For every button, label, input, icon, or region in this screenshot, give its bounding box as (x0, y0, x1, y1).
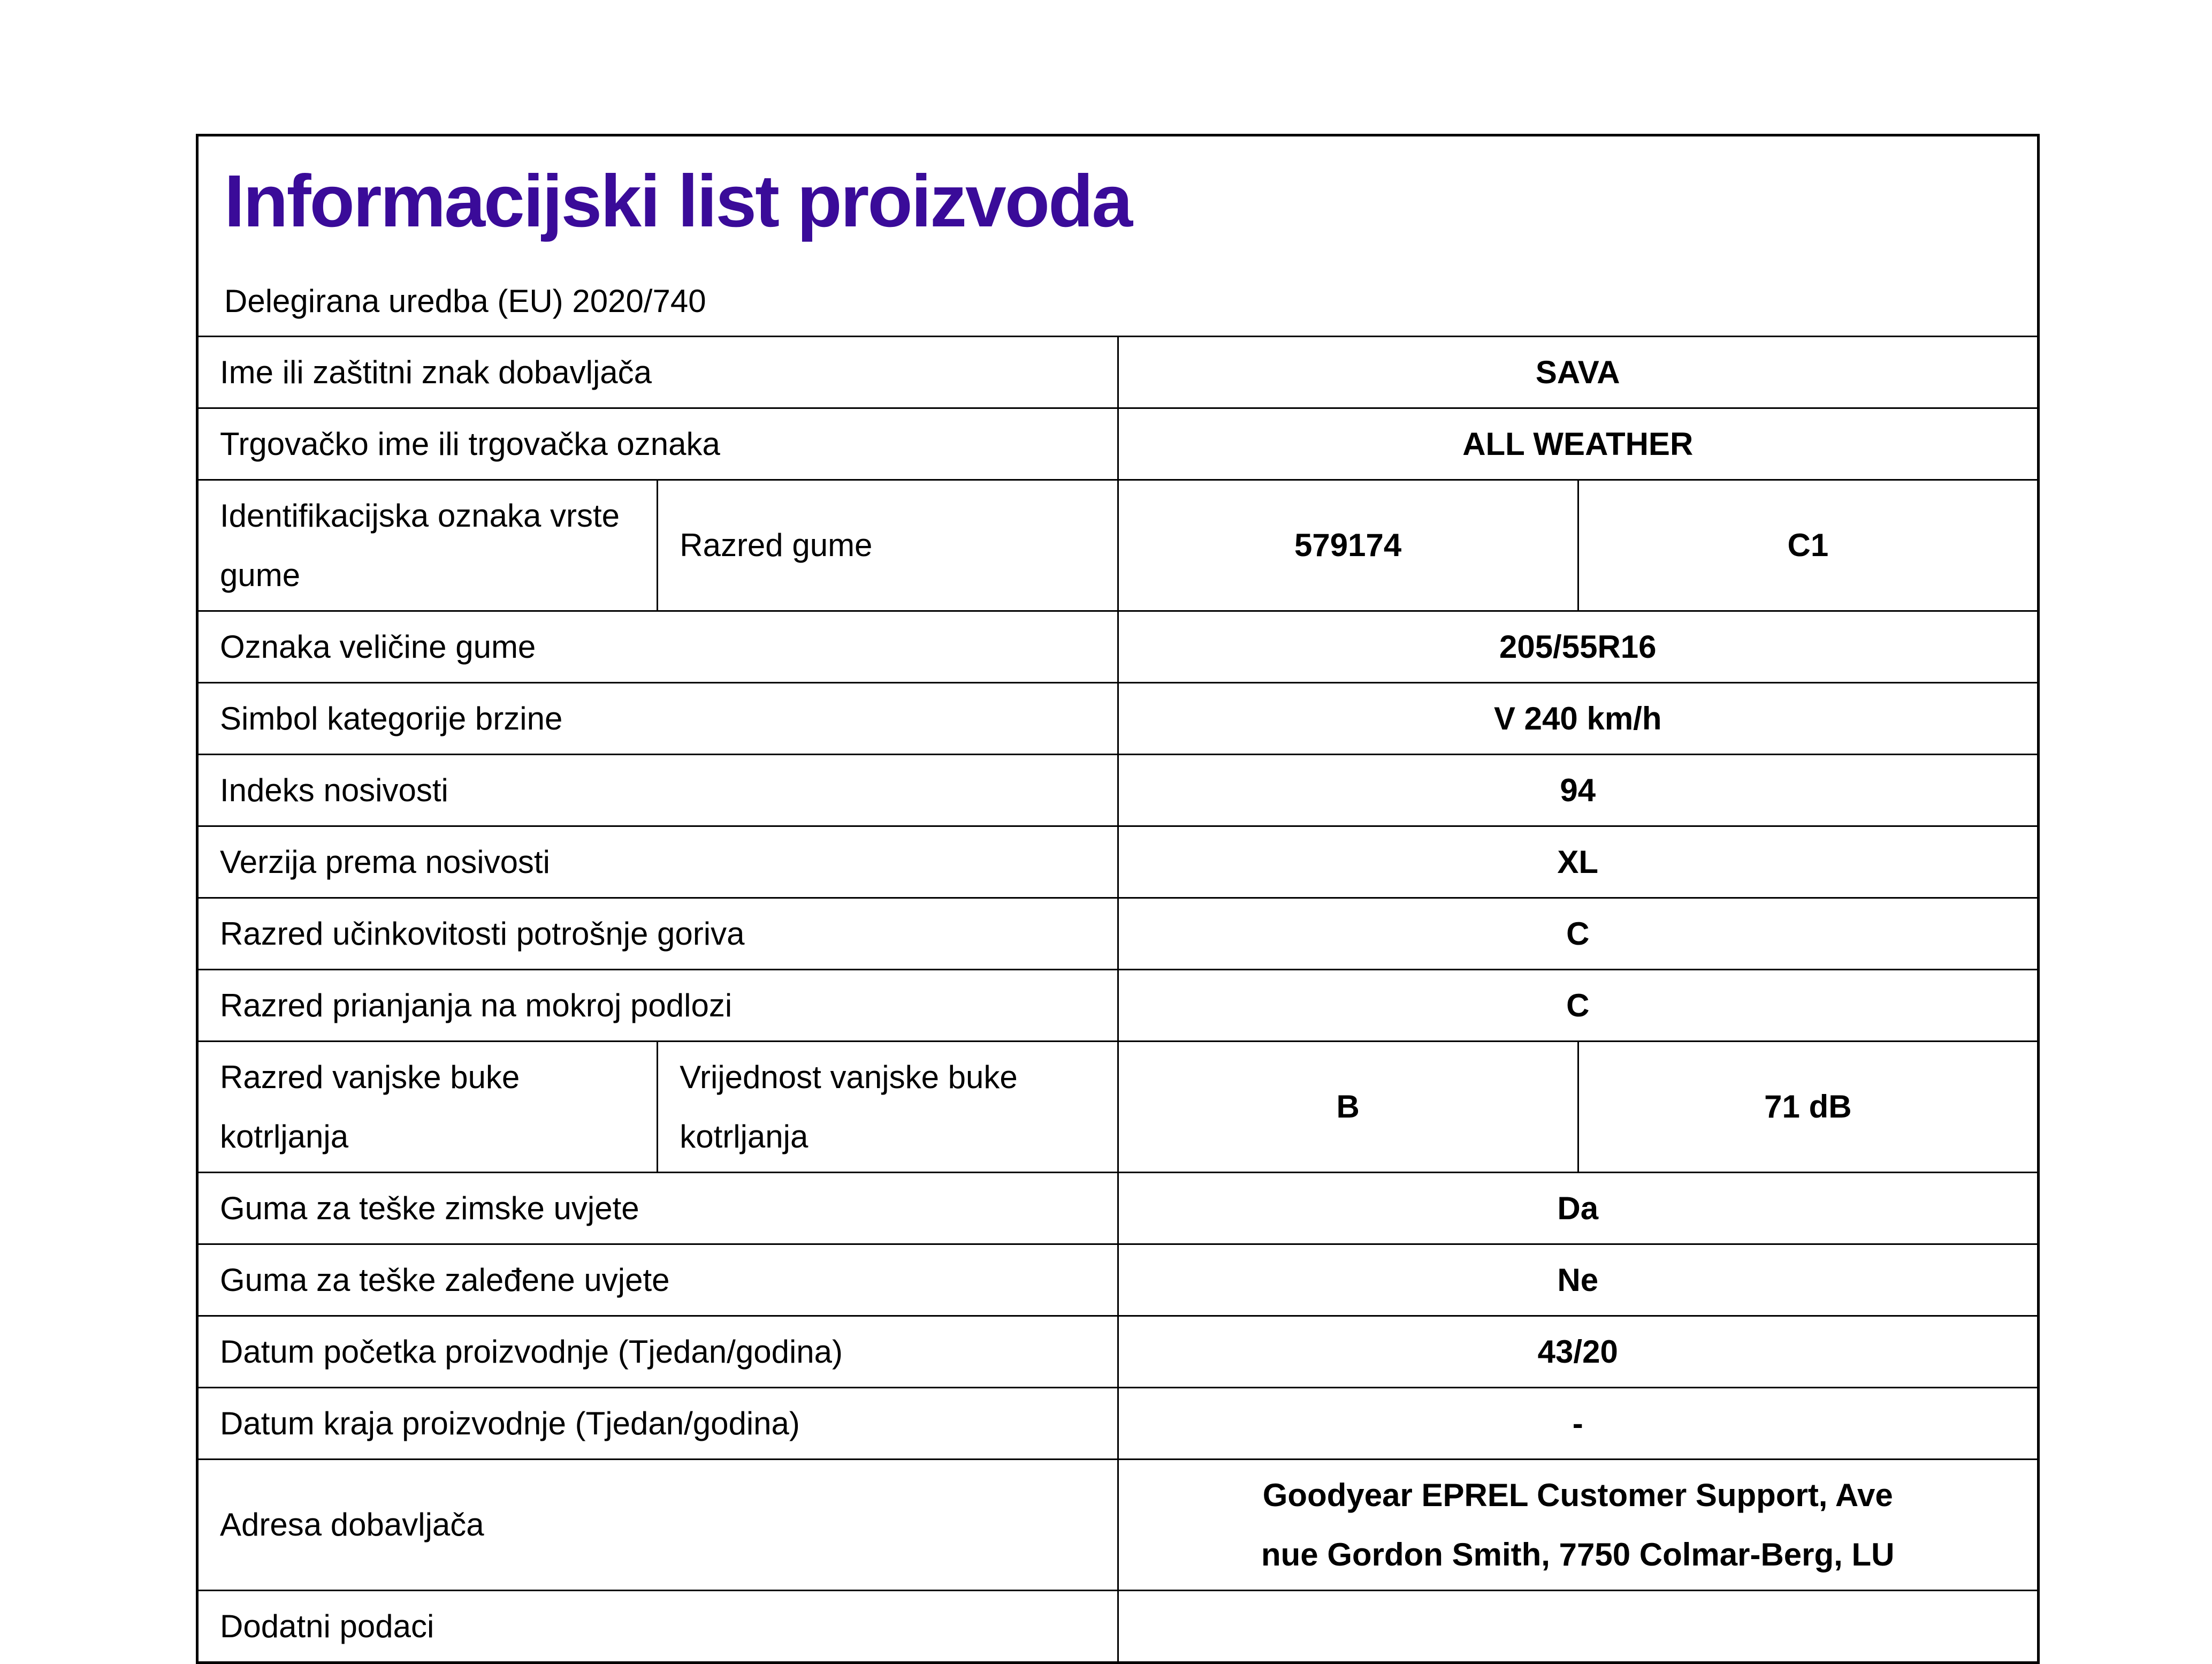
table-row: Datum početka proizvodnje (Tjedan/godina… (196, 1315, 2039, 1388)
table-row: Simbol kategorije brzine V 240 km/h (196, 681, 2039, 755)
row-value: Goodyear EPREL Customer Support, Ave nue… (1117, 1458, 2039, 1591)
row-label: Trgovačko ime ili trgovačka oznaka (196, 407, 1119, 481)
row-value: 579174 (1117, 478, 1579, 612)
regulation-subtitle: Delegirana uredba (EU) 2020/740 (224, 283, 706, 319)
row-label: Datum kraja proizvodnje (Tjedan/godina) (196, 1386, 1119, 1460)
table-row: Guma za teške zimske uvjete Da (196, 1171, 2039, 1245)
row-value-2: C1 (1577, 478, 2040, 612)
row-label: Razred učinkovitosti potrošnje goriva (196, 896, 1119, 970)
table-row: Oznaka veličine gume 205/55R16 (196, 610, 2039, 683)
header-row: Informacijski list proizvoda Delegirana … (196, 134, 2039, 337)
row-sublabel: Vrijednost vanjske buke kotrljanja (657, 1040, 1119, 1173)
row-label: Razred vanjske buke kotrljanja (196, 1040, 659, 1173)
row-label: Verzija prema nosivosti (196, 825, 1119, 899)
row-value: XL (1117, 825, 2039, 899)
row-value: - (1117, 1386, 2039, 1460)
table-row: Razred vanjske buke kotrljanja Vrijednos… (196, 1040, 2040, 1173)
address-line-1: Goodyear EPREL Customer Support, Ave (1262, 1477, 1893, 1513)
row-value: SAVA (1117, 335, 2039, 409)
row-value: 43/20 (1117, 1315, 2039, 1388)
row-value: 205/55R16 (1117, 610, 2039, 683)
table-row: Razred učinkovitosti potrošnje goriva C (196, 896, 2039, 970)
row-value: C (1117, 968, 2039, 1042)
product-info-table: Informacijski list proizvoda Delegirana … (196, 134, 2040, 1664)
table-row: Guma za teške zaleđene uvjete Ne (196, 1243, 2039, 1317)
row-label: Oznaka veličine gume (196, 610, 1119, 683)
row-label: Guma za teške zimske uvjete (196, 1171, 1119, 1245)
row-value: C (1117, 896, 2039, 970)
row-sublabel: Razred gume (657, 478, 1119, 612)
row-label: Razred prianjanja na mokroj podlozi (196, 968, 1119, 1042)
table-row: Ime ili zaštitni znak dobavljača SAVA (196, 335, 2039, 409)
table-row: Adresa dobavljača Goodyear EPREL Custome… (196, 1458, 2039, 1591)
row-label: Dodatni podaci (196, 1589, 1119, 1663)
address-line-2: nue Gordon Smith, 7750 Colmar-Berg, LU (1261, 1536, 1895, 1572)
row-value (1117, 1589, 2039, 1663)
row-value: ALL WEATHER (1117, 407, 2039, 481)
row-label: Adresa dobavljača (196, 1458, 1119, 1591)
table-row: Trgovačko ime ili trgovačka oznaka ALL W… (196, 407, 2039, 481)
table-row: Identifikacijska oznaka vrste gume Razre… (196, 478, 2040, 612)
row-value: B (1117, 1040, 1579, 1173)
header-cell: Informacijski list proizvoda Delegirana … (196, 134, 2039, 337)
row-value: 94 (1117, 753, 2039, 827)
table-row: Razred prianjanja na mokroj podlozi C (196, 968, 2039, 1042)
table-row: Verzija prema nosivosti XL (196, 825, 2039, 899)
row-label: Indeks nosivosti (196, 753, 1119, 827)
row-label: Datum početka proizvodnje (Tjedan/godina… (196, 1315, 1119, 1388)
row-value: Ne (1117, 1243, 2039, 1317)
product-information-sheet: Informacijski list proizvoda Delegirana … (196, 134, 2040, 1664)
row-label: Ime ili zaštitni znak dobavljača (196, 335, 1119, 409)
row-label: Identifikacijska oznaka vrste gume (196, 478, 659, 612)
row-value-2: 71 dB (1577, 1040, 2040, 1173)
table-row: Indeks nosivosti 94 (196, 753, 2039, 827)
table-row: Datum kraja proizvodnje (Tjedan/godina) … (196, 1386, 2039, 1460)
row-label: Guma za teške zaleđene uvjete (196, 1243, 1119, 1317)
table-row: Dodatni podaci (196, 1589, 2039, 1663)
row-value: Da (1117, 1171, 2039, 1245)
row-label: Simbol kategorije brzine (196, 681, 1119, 755)
page-title: Informacijski list proizvoda (224, 160, 1133, 242)
row-value: V 240 km/h (1117, 681, 2039, 755)
